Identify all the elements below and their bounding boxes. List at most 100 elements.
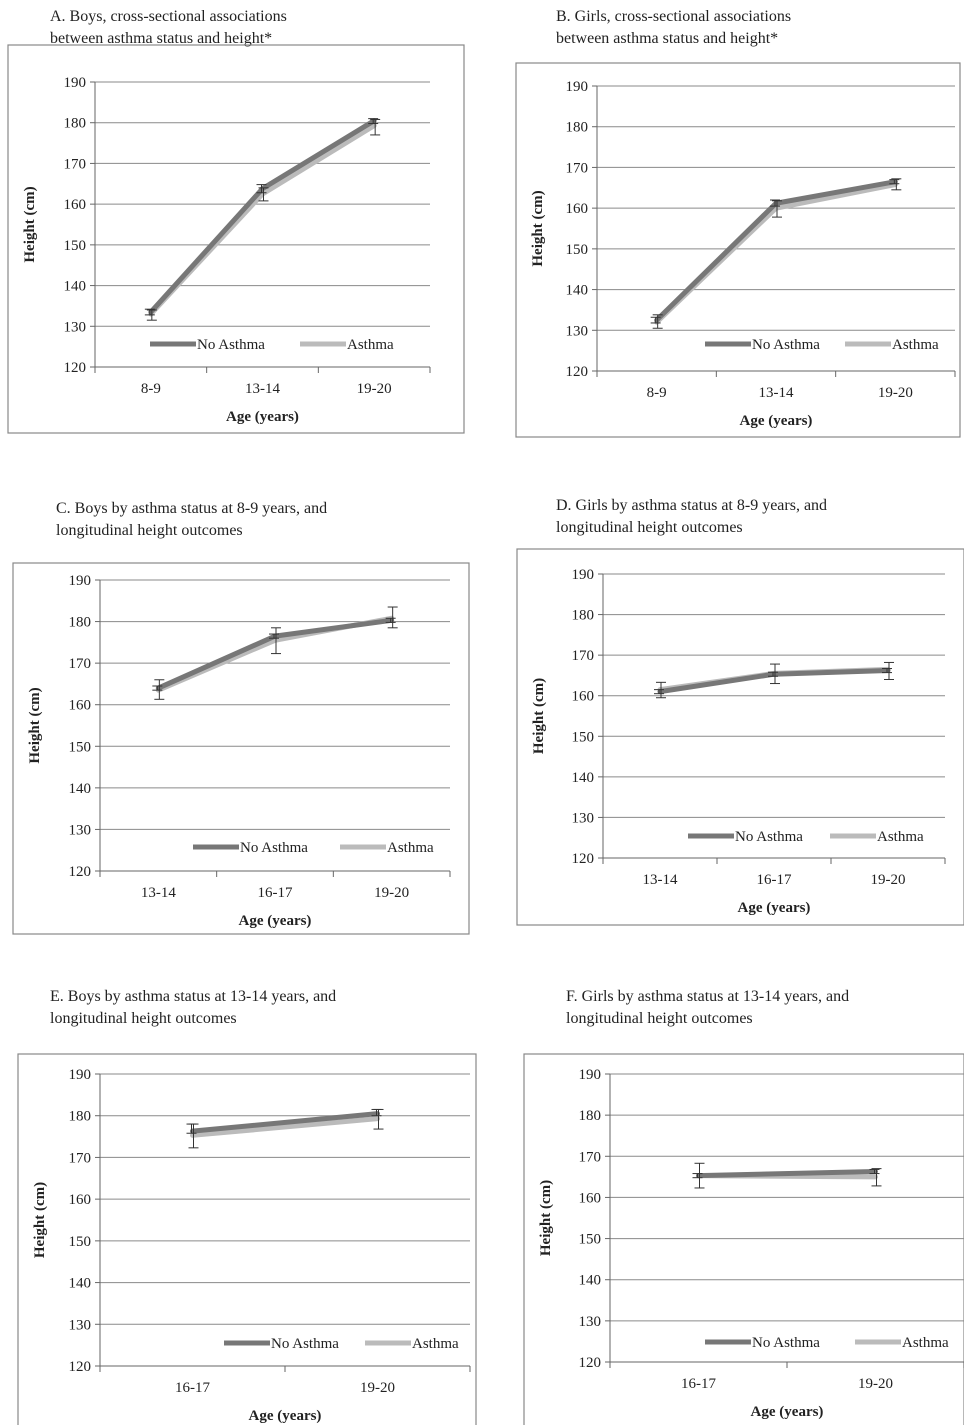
legend-label-asthma: Asthma [902, 1335, 949, 1351]
panel-e-title: E. Boys by asthma status at 13-14 years,… [50, 986, 336, 1030]
legend-label-asthma: Asthma [347, 337, 394, 353]
panel-e-title-line2: longitudinal height outcomes [50, 1010, 237, 1027]
y-tick-label: 120 [69, 864, 92, 880]
y-tick-label: 140 [579, 1273, 602, 1289]
y-tick-label: 130 [566, 323, 589, 339]
y-tick-label: 150 [572, 729, 595, 745]
panel-b-title-line1: B. Girls, cross-sectional associations [556, 8, 792, 25]
x-tick-label: 19-20 [360, 1380, 395, 1396]
legend-label-no-asthma: No Asthma [197, 337, 265, 353]
x-tick-label: 19-20 [374, 885, 409, 901]
y-tick-label: 160 [572, 689, 595, 705]
x-tick-label: 16-17 [258, 885, 293, 901]
panel-d-title-line2: longitudinal height outcomes [556, 519, 743, 536]
x-tick-label: 13-14 [245, 381, 280, 397]
panel-c-title-line2: longitudinal height outcomes [56, 522, 243, 539]
x-tick-label: 16-17 [757, 872, 792, 888]
y-tick-label: 170 [572, 648, 595, 664]
panel-c-title-line1: C. Boys by asthma status at 8-9 years, a… [56, 500, 328, 517]
y-tick-label: 190 [566, 79, 589, 95]
y-tick-label: 150 [566, 242, 589, 258]
series-line-asthma [190, 1116, 380, 1138]
x-tick-label: 13-14 [141, 885, 176, 901]
y-tick-label: 160 [69, 698, 92, 714]
legend-label-asthma: Asthma [412, 1336, 459, 1352]
y-tick-label: 140 [566, 283, 589, 299]
y-tick-label: 140 [64, 279, 87, 295]
series-line-no-asthma [657, 668, 891, 695]
x-axis-title: Age (years) [239, 913, 312, 929]
x-tick-label: 16-17 [175, 1380, 210, 1396]
y-axis-title: Height (cm) [531, 678, 547, 754]
y-tick-label: 170 [579, 1149, 602, 1165]
y-tick-label: 190 [579, 1067, 602, 1083]
panel-c-title: C. Boys by asthma status at 8-9 years, a… [56, 498, 327, 542]
x-tick-label: 19-20 [357, 381, 392, 397]
y-tick-label: 180 [69, 1109, 92, 1125]
x-tick-label: 16-17 [681, 1376, 716, 1392]
chart-frame-e [17, 1053, 477, 1425]
x-tick-label: 8-9 [647, 385, 667, 401]
legend-label-no-asthma: No Asthma [735, 829, 803, 845]
y-tick-label: 190 [69, 573, 92, 589]
panel-f-title-line1: F. Girls by asthma status at 13-14 years… [566, 988, 850, 1005]
x-axis-title: Age (years) [740, 413, 813, 429]
x-axis-title: Age (years) [226, 409, 299, 425]
y-tick-label: 170 [69, 656, 92, 672]
y-tick-label: 170 [566, 160, 589, 176]
panel-f-title: F. Girls by asthma status at 13-14 years… [566, 986, 849, 1030]
y-tick-label: 190 [69, 1067, 92, 1083]
y-tick-label: 160 [69, 1192, 92, 1208]
y-tick-label: 120 [69, 1359, 92, 1375]
x-tick-label: 13-14 [759, 385, 794, 401]
panel-d-title: D. Girls by asthma status at 8-9 years, … [556, 495, 827, 539]
y-tick-label: 150 [64, 238, 87, 254]
chart-frame-b [515, 62, 961, 438]
panel-b-title-line2: between asthma status and height* [556, 30, 779, 47]
y-axis-title: Height (cm) [530, 190, 546, 266]
panel-a-title: A. Boys, cross-sectional associations be… [50, 6, 287, 50]
y-tick-label: 180 [579, 1108, 602, 1124]
panel-d-title-line1: D. Girls by asthma status at 8-9 years, … [556, 497, 828, 514]
y-tick-label: 140 [69, 1276, 92, 1292]
series-line-no-asthma [190, 1111, 380, 1134]
x-tick-label: 19-20 [858, 1376, 893, 1392]
y-tick-label: 130 [69, 1317, 92, 1333]
x-tick-label: 19-20 [871, 872, 906, 888]
panel-f-title-line2: longitudinal height outcomes [566, 1010, 753, 1027]
x-axis-title: Age (years) [249, 1408, 322, 1424]
panel-b-title: B. Girls, cross-sectional associations b… [556, 6, 791, 50]
y-tick-label: 130 [579, 1314, 602, 1330]
y-tick-label: 140 [572, 770, 595, 786]
y-tick-label: 190 [572, 567, 595, 583]
y-axis-title: Height (cm) [32, 1182, 48, 1258]
y-axis-title: Height (cm) [538, 1180, 554, 1256]
x-axis-title: Age (years) [738, 900, 811, 916]
y-tick-label: 150 [69, 739, 92, 755]
y-tick-label: 160 [579, 1190, 602, 1206]
panel-a-title-line1: A. Boys, cross-sectional associations [50, 8, 287, 25]
legend-label-no-asthma: No Asthma [752, 337, 820, 353]
x-tick-label: 19-20 [878, 385, 913, 401]
y-tick-label: 180 [69, 615, 92, 631]
y-axis-title: Height (cm) [27, 687, 43, 763]
chart-frame-c [12, 562, 470, 935]
y-tick-label: 150 [579, 1232, 602, 1248]
legend-label-asthma: Asthma [892, 337, 939, 353]
series-line-no-asthma [654, 179, 898, 323]
y-tick-label: 130 [572, 810, 595, 826]
y-tick-label: 170 [69, 1150, 92, 1166]
panel-e-title-line1: E. Boys by asthma status at 13-14 years,… [50, 988, 337, 1005]
legend-label-asthma: Asthma [877, 829, 924, 845]
y-tick-label: 190 [64, 75, 87, 91]
y-tick-label: 180 [566, 120, 589, 136]
y-tick-label: 160 [566, 201, 589, 217]
x-tick-label: 8-9 [141, 381, 161, 397]
x-axis-title: Age (years) [751, 1404, 824, 1420]
